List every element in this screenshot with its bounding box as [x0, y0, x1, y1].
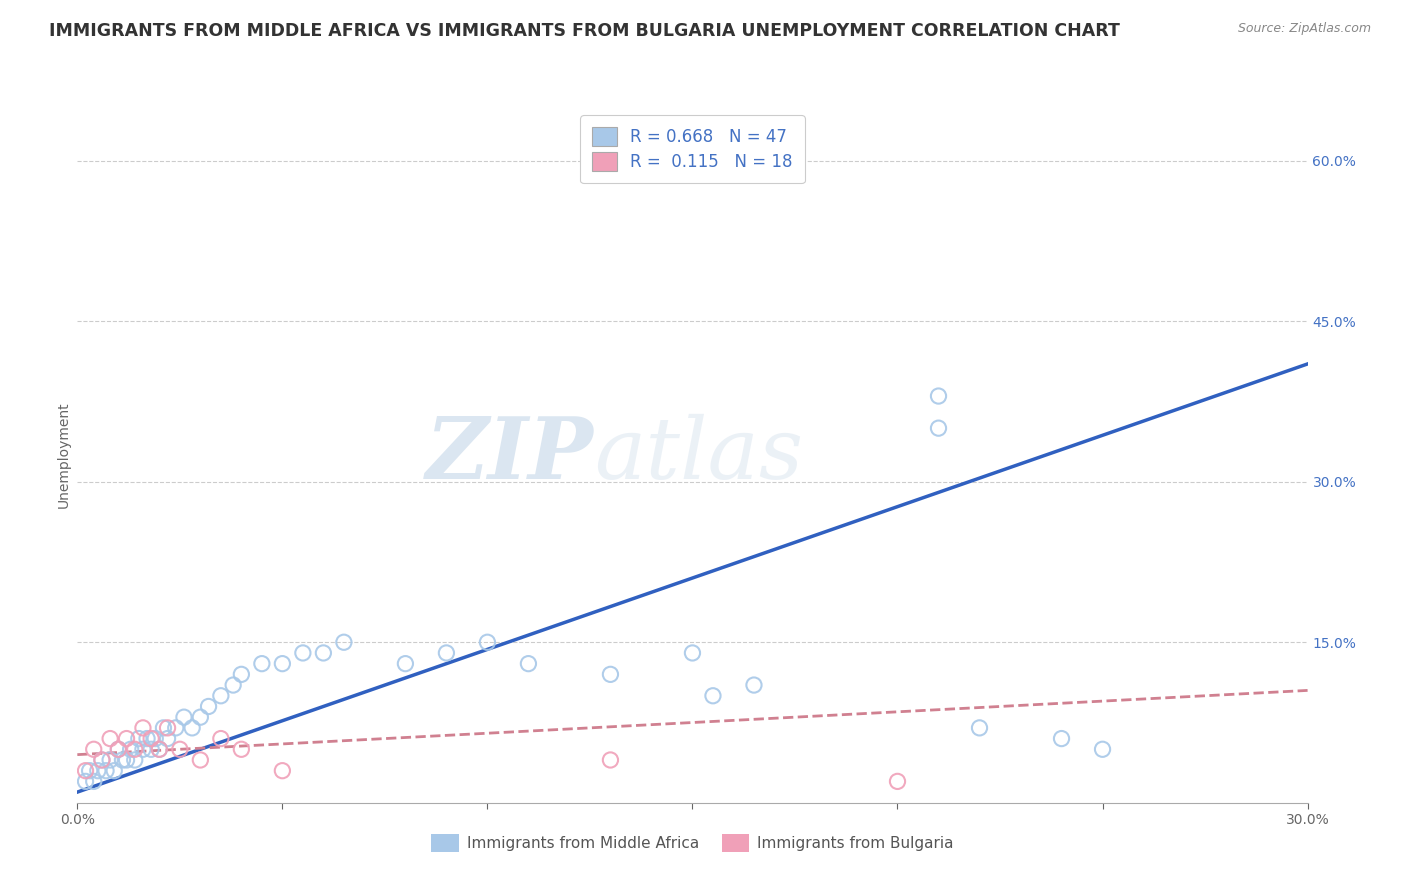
Point: [111, 753, 134, 767]
Point: [222, 678, 245, 692]
Point: [599, 667, 621, 681]
Point: [312, 646, 335, 660]
Point: [94, 764, 117, 778]
Point: [152, 721, 174, 735]
Point: [188, 753, 212, 767]
Point: [291, 646, 314, 660]
Point: [136, 731, 159, 746]
Point: [83, 774, 105, 789]
Point: [83, 742, 105, 756]
Point: [90, 753, 114, 767]
Point: [209, 731, 232, 746]
Point: [250, 657, 273, 671]
Point: [1050, 731, 1073, 746]
Point: [173, 710, 195, 724]
Point: [156, 721, 179, 735]
Point: [115, 753, 138, 767]
Point: [394, 657, 416, 671]
Point: [599, 753, 621, 767]
Point: [148, 742, 170, 756]
Point: [132, 721, 155, 735]
Point: [969, 721, 991, 735]
Point: [169, 742, 191, 756]
Point: [148, 742, 170, 756]
Point: [128, 731, 150, 746]
Point: [1091, 742, 1114, 756]
Point: [702, 689, 724, 703]
Text: IMMIGRANTS FROM MIDDLE AFRICA VS IMMIGRANTS FROM BULGARIA UNEMPLOYMENT CORRELATI: IMMIGRANTS FROM MIDDLE AFRICA VS IMMIGRA…: [49, 22, 1121, 40]
Point: [107, 742, 129, 756]
Point: [115, 731, 138, 746]
Point: [98, 753, 121, 767]
Point: [143, 731, 166, 746]
Point: [124, 753, 146, 767]
Point: [87, 764, 110, 778]
Text: ZIP: ZIP: [426, 413, 595, 497]
Point: [75, 764, 97, 778]
Text: atlas: atlas: [595, 414, 803, 496]
Text: Source: ZipAtlas.com: Source: ZipAtlas.com: [1237, 22, 1371, 36]
Point: [928, 389, 950, 403]
Point: [477, 635, 499, 649]
Point: [436, 646, 458, 660]
Point: [156, 731, 179, 746]
Point: [231, 667, 253, 681]
Point: [271, 657, 294, 671]
Point: [141, 731, 163, 746]
Point: [886, 774, 908, 789]
Point: [333, 635, 356, 649]
Point: [231, 742, 253, 756]
Point: [165, 721, 187, 735]
Point: [90, 753, 114, 767]
Point: [181, 721, 204, 735]
Point: [188, 710, 212, 724]
Point: [682, 646, 704, 660]
Legend: Immigrants from Middle Africa, Immigrants from Bulgaria: Immigrants from Middle Africa, Immigrant…: [426, 828, 959, 858]
Y-axis label: Unemployment: Unemployment: [56, 401, 70, 508]
Point: [107, 742, 129, 756]
Point: [75, 774, 97, 789]
Point: [209, 689, 232, 703]
Point: [124, 742, 146, 756]
Point: [79, 764, 101, 778]
Point: [98, 731, 121, 746]
Point: [928, 421, 950, 435]
Point: [271, 764, 294, 778]
Point: [120, 742, 142, 756]
Point: [141, 742, 163, 756]
Point: [742, 678, 765, 692]
Point: [197, 699, 219, 714]
Point: [517, 657, 540, 671]
Point: [132, 742, 155, 756]
Point: [103, 764, 125, 778]
